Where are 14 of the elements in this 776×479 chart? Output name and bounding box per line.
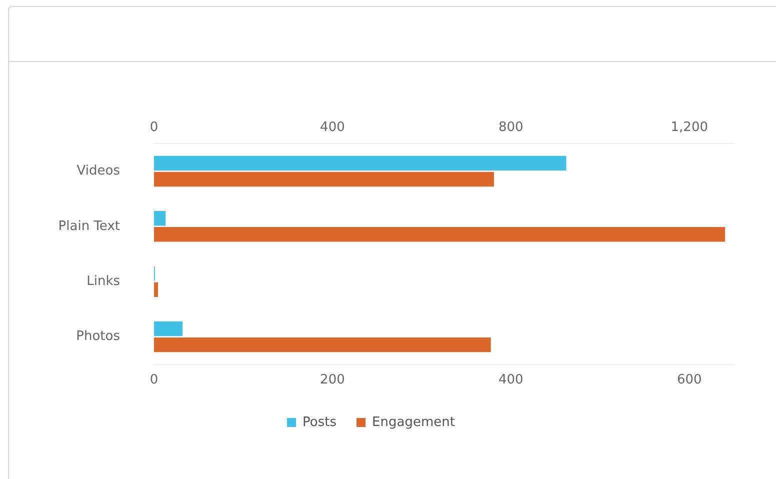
legend-label: Engagement — [372, 414, 455, 430]
x2-tick-label: 400 — [320, 120, 345, 136]
x2-tick-label: 0 — [150, 120, 158, 136]
x-tick-label: 0 — [150, 372, 158, 388]
y-tick-label: Photos — [76, 329, 120, 344]
x-tick-label: 600 — [676, 372, 702, 388]
y-tick-label: Videos — [76, 164, 120, 179]
x-tick-label: 400 — [498, 372, 524, 388]
x2-tick-label: 1,200 — [670, 120, 708, 136]
y-tick-label: Links — [86, 274, 120, 289]
x2-tick-label: 800 — [498, 120, 524, 136]
legend-label: Posts — [302, 414, 337, 430]
y-tick-label: Plain Text — [58, 218, 120, 234]
x-tick-label: 200 — [320, 372, 345, 388]
